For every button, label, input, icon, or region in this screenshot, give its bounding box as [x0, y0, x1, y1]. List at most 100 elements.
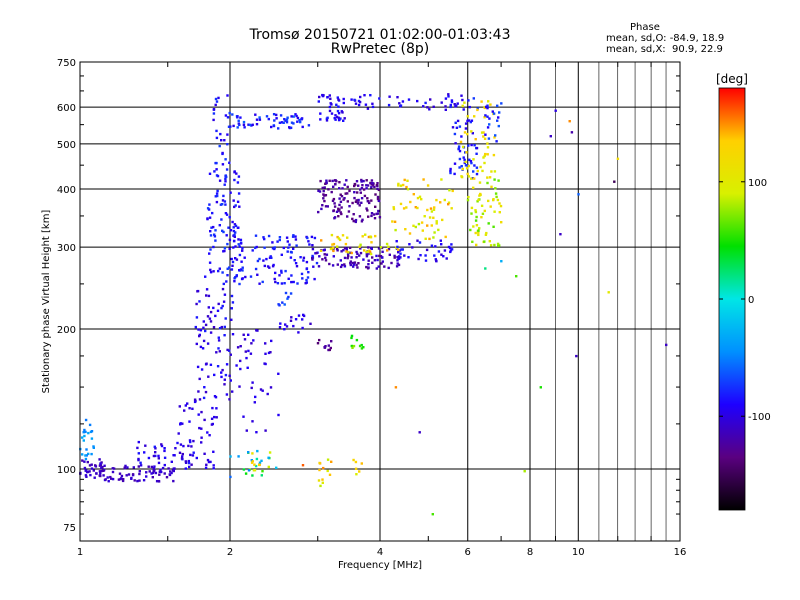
data-point [277, 303, 280, 306]
data-point [235, 364, 238, 367]
y-axis-label: Stationary phase Virtual Height [km] [41, 210, 52, 394]
data-point [212, 225, 215, 229]
data-point [229, 125, 232, 128]
data-point [348, 205, 351, 208]
data-point [254, 464, 258, 468]
data-point [238, 123, 241, 127]
data-point [370, 214, 373, 218]
data-point [379, 255, 383, 258]
data-point [449, 169, 452, 173]
data-point [195, 316, 199, 319]
data-point [433, 231, 436, 234]
data-point [287, 295, 290, 299]
data-point [150, 465, 153, 469]
data-point [451, 126, 455, 129]
data-point [217, 339, 221, 342]
data-point [317, 479, 321, 482]
data-point [174, 447, 177, 450]
data-point [281, 301, 284, 304]
data-point [480, 100, 483, 103]
data-point [298, 118, 301, 122]
data-point [399, 184, 403, 187]
data-point [247, 349, 250, 353]
data-point [289, 319, 293, 322]
data-point [488, 240, 491, 243]
data-point [234, 245, 237, 248]
data-point [207, 294, 211, 298]
data-point [346, 256, 349, 260]
data-point [222, 282, 225, 286]
data-point [224, 177, 227, 180]
data-point [434, 258, 437, 261]
data-point [467, 99, 470, 102]
data-point [229, 475, 232, 479]
data-point [373, 259, 377, 262]
data-point [238, 282, 241, 286]
data-point [252, 339, 255, 342]
data-point [449, 249, 453, 252]
colorbar-label: [deg] [716, 72, 748, 86]
data-point [338, 203, 341, 207]
data-point [447, 245, 451, 249]
data-point [478, 181, 482, 184]
data-point [265, 115, 269, 118]
data-point [483, 154, 486, 158]
data-point [218, 224, 221, 227]
data-point [461, 98, 464, 102]
data-point [241, 269, 244, 272]
data-point [275, 117, 278, 120]
data-point [360, 197, 364, 200]
data-point [347, 251, 350, 254]
data-point [367, 259, 370, 262]
data-point-outlier [575, 354, 578, 358]
data-point [428, 108, 431, 111]
data-point [137, 440, 140, 444]
data-point [291, 235, 295, 238]
data-point [331, 264, 335, 267]
data-point [477, 198, 480, 201]
data-point [90, 463, 93, 466]
data-point [334, 118, 337, 121]
data-point [200, 436, 203, 439]
data-point [251, 381, 254, 384]
data-point [241, 277, 244, 280]
data-point [397, 248, 400, 251]
colorbar-tick-label: -100 [748, 412, 771, 423]
data-point [470, 177, 473, 180]
grid-lines [80, 62, 680, 541]
data-point [473, 164, 476, 167]
data-point [358, 344, 362, 348]
data-point [346, 236, 349, 239]
data-point [420, 221, 424, 224]
data-point [222, 250, 225, 253]
phase-stats-x: mean, sd,X: 90.9, 22.9 [606, 44, 723, 55]
data-point [424, 101, 427, 105]
data-point [336, 96, 339, 99]
data-point [194, 399, 197, 403]
data-point [231, 333, 235, 336]
data-point [231, 264, 234, 267]
data-point [253, 463, 256, 466]
data-point [467, 144, 470, 147]
data-point [498, 244, 501, 247]
data-point [81, 453, 84, 456]
data-point [353, 196, 356, 200]
data-point [335, 247, 339, 251]
data-point [163, 456, 167, 459]
data-point [367, 215, 370, 218]
data-point [388, 95, 391, 98]
data-point [432, 216, 435, 219]
data-point [266, 265, 270, 268]
data-point [184, 404, 187, 407]
data-point [231, 113, 234, 116]
data-point [220, 375, 223, 379]
data-point [345, 250, 348, 253]
data-point [464, 127, 468, 130]
data-point [366, 267, 370, 270]
data-point [365, 207, 368, 210]
data-point [82, 431, 85, 434]
data-point [454, 105, 457, 108]
data-point [416, 196, 420, 200]
data-point [311, 258, 314, 261]
data-point [238, 385, 241, 388]
